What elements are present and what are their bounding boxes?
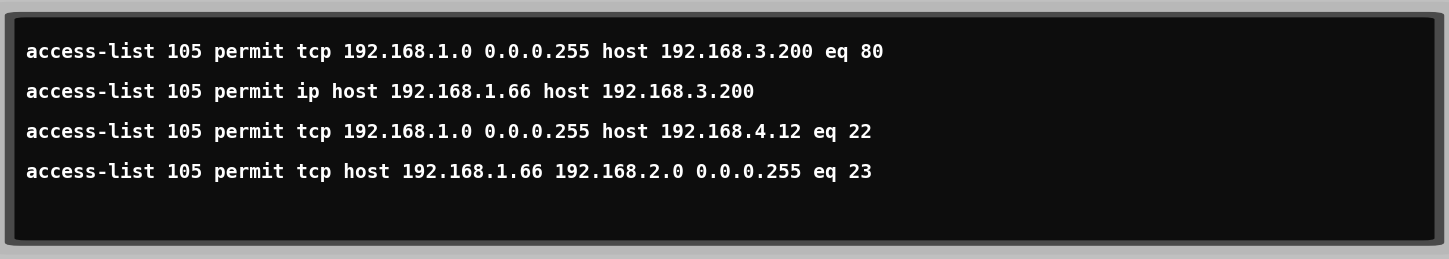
- Text: access-list 105 permit ip host 192.168.1.66 host 192.168.3.200: access-list 105 permit ip host 192.168.1…: [26, 82, 755, 102]
- FancyBboxPatch shape: [6, 13, 1443, 245]
- FancyBboxPatch shape: [0, 4, 1449, 253]
- Text: access-list 105 permit tcp host 192.168.1.66 192.168.2.0 0.0.0.255 eq 23: access-list 105 permit tcp host 192.168.…: [26, 162, 872, 182]
- Text: access-list 105 permit tcp 192.168.1.0 0.0.0.255 host 192.168.4.12 eq 22: access-list 105 permit tcp 192.168.1.0 0…: [26, 122, 872, 142]
- FancyBboxPatch shape: [14, 17, 1435, 240]
- Text: access-list 105 permit tcp 192.168.1.0 0.0.0.255 host 192.168.3.200 eq 80: access-list 105 permit tcp 192.168.1.0 0…: [26, 42, 884, 62]
